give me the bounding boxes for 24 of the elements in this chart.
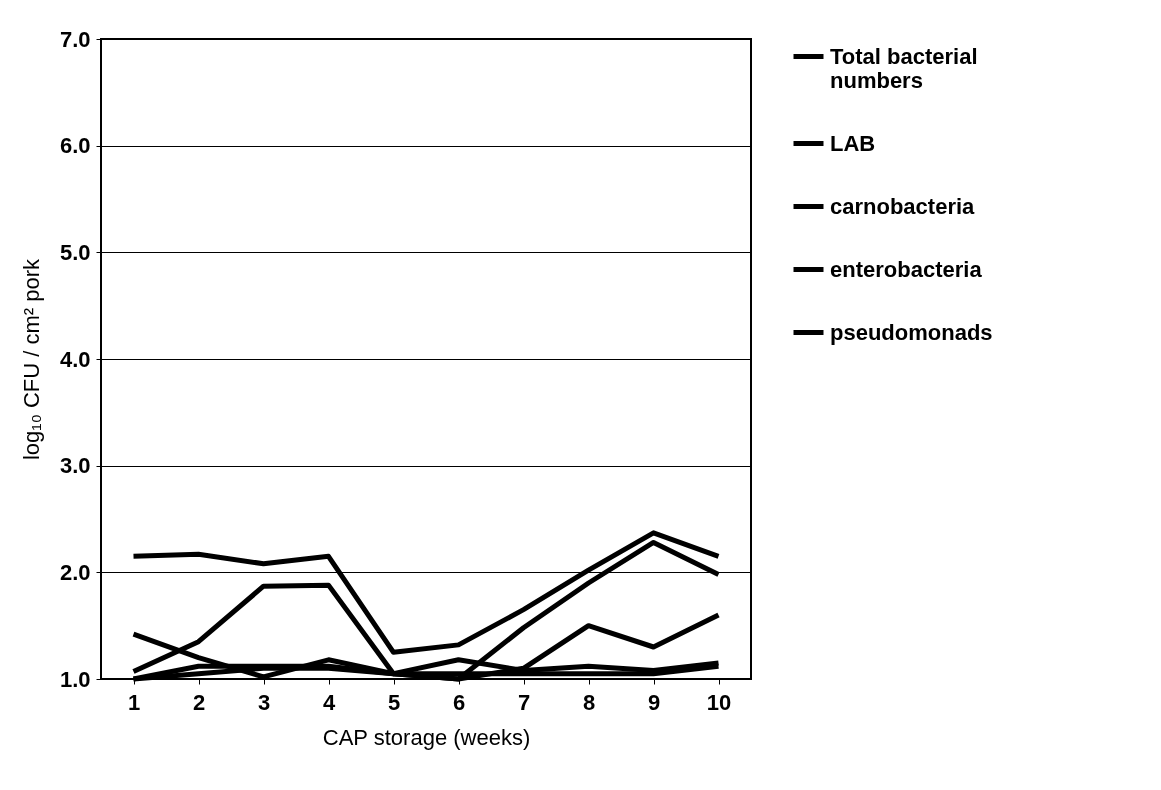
legend-label: pseudomonads xyxy=(830,319,993,345)
x-tick-label: 3 xyxy=(257,689,271,715)
y-tick-label: 2.0 xyxy=(59,559,91,585)
x-tick-label: 9 xyxy=(647,689,661,715)
y-tick-label: 4.0 xyxy=(59,346,91,372)
y-tick-label: 1.0 xyxy=(59,666,91,692)
y-axis-title: log₁₀ CFU / cm² pork xyxy=(18,257,44,461)
x-tick-label: 5 xyxy=(387,689,401,715)
legend-label: LAB xyxy=(830,130,876,156)
x-tick-label: 10 xyxy=(706,689,732,715)
y-tick-label: 3.0 xyxy=(59,453,91,479)
legend-label: Total bacterial numbers xyxy=(830,43,978,93)
x-tick-label: 4 xyxy=(322,689,336,715)
x-tick-label: 2 xyxy=(192,689,206,715)
y-tick-label: 6.0 xyxy=(59,133,91,159)
x-axis-title: CAP storage (weeks) xyxy=(322,724,531,750)
legend-label: enterobacteria xyxy=(830,256,983,282)
x-tick-label: 7 xyxy=(517,689,531,715)
legend-label: carnobacteria xyxy=(830,193,976,219)
x-tick-label: 6 xyxy=(452,689,466,715)
y-tick-label: 5.0 xyxy=(59,239,91,265)
y-tick-label: 7.0 xyxy=(59,26,91,52)
x-tick-label: 8 xyxy=(582,689,596,715)
x-tick-label: 1 xyxy=(127,689,141,715)
